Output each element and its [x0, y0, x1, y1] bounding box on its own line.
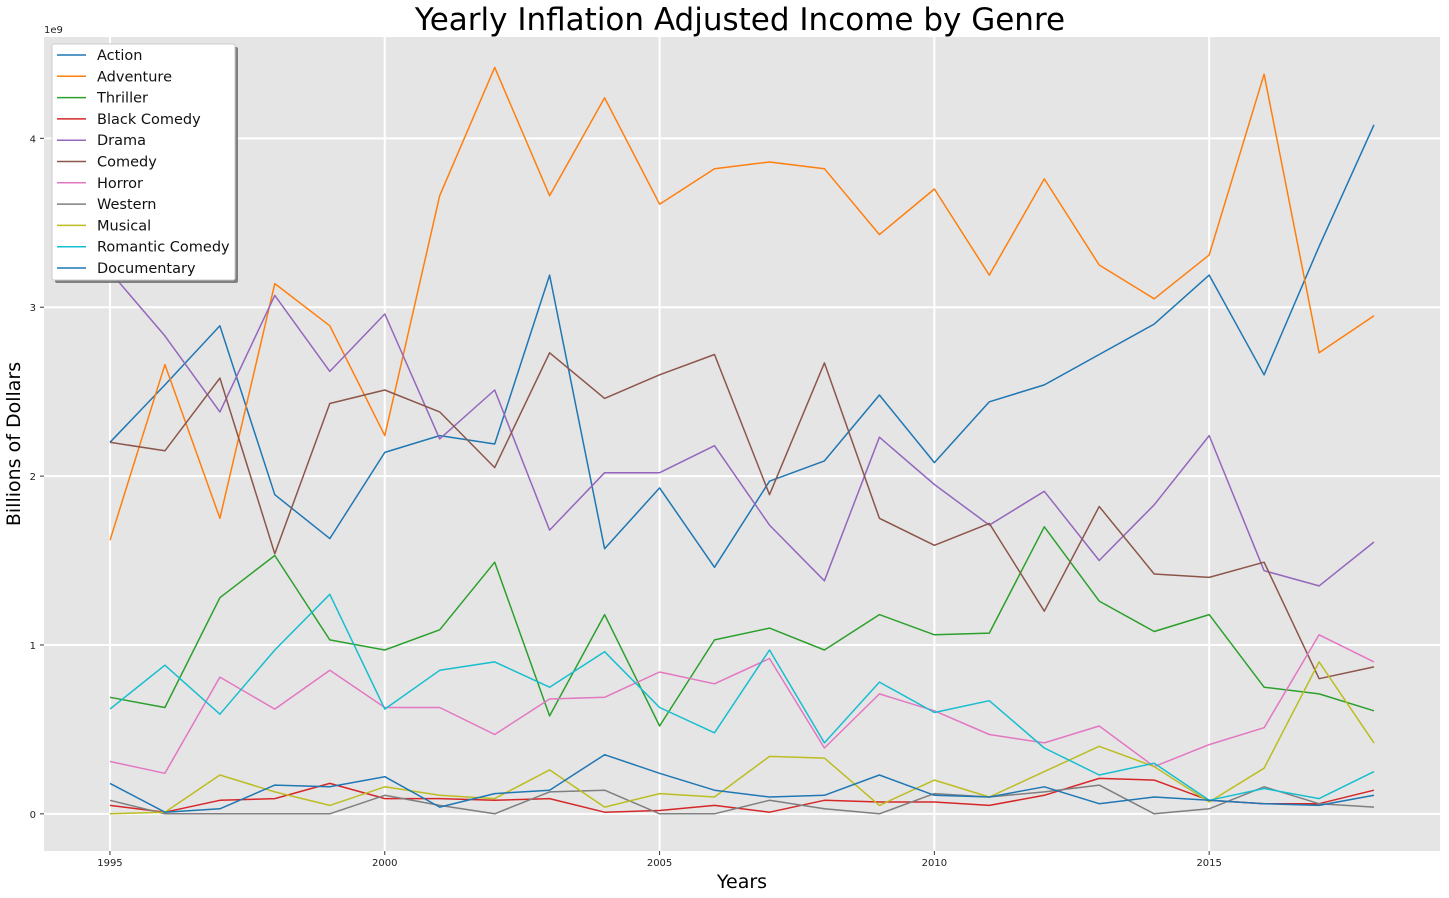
legend-label-black-comedy: Black Comedy — [97, 112, 201, 128]
series-line-comedy — [109, 352, 1375, 680]
y-tick-label: 3 — [30, 303, 36, 314]
x-tick-label: 2005 — [647, 858, 672, 869]
series-line-drama — [109, 271, 1375, 587]
legend-label-horror: Horror — [97, 176, 143, 192]
series-lines — [109, 66, 1375, 815]
y-tick-label: 0 — [30, 810, 36, 821]
legend: Action Adventure Thriller Black Comedy Drama… — [51, 43, 238, 283]
legend-label-thriller: Thriller — [96, 91, 148, 107]
y-tick-label: 1 — [30, 641, 36, 652]
y-tick-label: 4 — [30, 134, 36, 145]
y-axis-label: Billions of Dollars — [3, 362, 25, 526]
x-axis-label: Years — [716, 871, 767, 893]
y-offset-label: 1e9 — [44, 25, 63, 36]
series-line-horror — [109, 634, 1375, 775]
series-line-western — [109, 784, 1375, 815]
x-tick-label: 2000 — [372, 858, 397, 869]
x-axis: 1995 2000 2005 2010 2015 — [97, 851, 1222, 869]
legend-label-comedy: Comedy — [97, 155, 157, 171]
series-line-musical — [109, 661, 1375, 815]
x-tick-label: 1995 — [97, 858, 122, 869]
legend-label-action: Action — [97, 48, 142, 64]
series-line-adventure — [109, 66, 1375, 541]
legend-label-adventure: Adventure — [97, 69, 172, 85]
series-line-action — [109, 124, 1375, 569]
legend-label-romantic-comedy: Romantic Comedy — [97, 240, 230, 256]
legend-label-drama: Drama — [97, 133, 146, 149]
y-tick-label: 2 — [30, 472, 36, 483]
y-axis: 0 1 2 3 4 — [30, 134, 44, 821]
x-tick-label: 2010 — [922, 858, 947, 869]
legend-box — [51, 43, 236, 281]
x-tick-label: 2015 — [1196, 858, 1221, 869]
plot-area — [44, 37, 1440, 851]
legend-label-western: Western — [97, 197, 156, 213]
series-line-documentary — [109, 753, 1375, 813]
chart-title: Yearly Inflation Adjusted Income by Genr… — [414, 2, 1065, 38]
series-line-romantic-comedy — [109, 593, 1375, 802]
legend-label-musical: Musical — [97, 218, 151, 234]
series-line-thriller — [109, 526, 1375, 727]
legend-label-documentary: Documentary — [97, 261, 196, 277]
